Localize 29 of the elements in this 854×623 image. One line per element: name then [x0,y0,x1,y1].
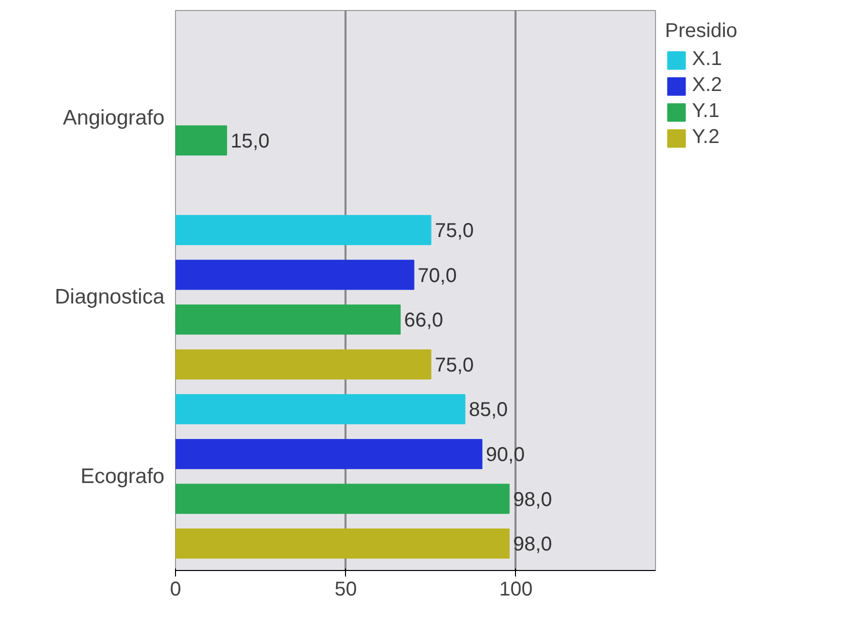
legend-title: Presidio [665,20,738,43]
bar [176,125,228,156]
y-tick-label: Ecografo [80,464,165,488]
data-label: 70,0 [418,264,457,287]
bar [176,394,466,424]
data-label: 98,0 [513,488,552,511]
data-label: 85,0 [468,399,508,422]
legend-label: Y.2 [692,126,720,149]
bar [176,304,401,335]
data-label: 75,0 [434,220,474,242]
legend-label: X.1 [692,48,722,71]
data-label: 66,0 [404,310,444,332]
bar [176,484,510,514]
bar [176,528,510,559]
bar [176,349,432,380]
legend-label: Y.1 [692,100,720,123]
bar [176,260,414,290]
x-tick-label: 100 [499,578,533,600]
data-label: 75,0 [434,354,474,376]
bar [176,214,432,246]
y-tick-label: Angiografo [62,106,165,130]
y-tick-label: Diagnostica [54,286,165,309]
data-label: 98,0 [513,534,552,556]
x-tick-label: 50 [334,578,357,600]
x-tick-label: 0 [170,578,182,600]
bar [176,438,482,470]
data-label: 90,0 [486,444,525,466]
legend-label: X.2 [692,74,722,97]
data-label: 15,0 [230,130,270,152]
